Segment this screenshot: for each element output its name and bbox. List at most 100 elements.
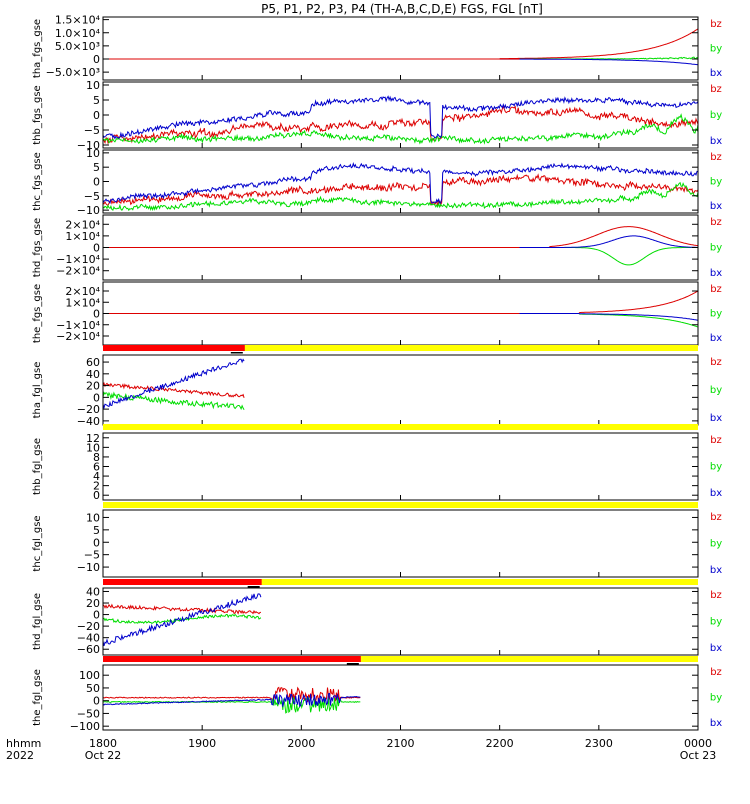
y-tick-label: 0 (93, 242, 100, 255)
y-tick-label: −40 (77, 632, 100, 645)
y-axis-label: the_fgl_gse (32, 669, 43, 726)
x-axis-title: hhmm (6, 737, 41, 750)
y-tick-label: 10 (86, 511, 100, 524)
series-line-bz (103, 28, 699, 60)
legend-bx: bx (710, 718, 722, 729)
series-line-bx (103, 235, 698, 248)
status-bar-yellow (103, 424, 698, 430)
y-tick-label: −10 (77, 561, 100, 574)
y-axis-label: thd_fgl_gse (32, 593, 43, 650)
legend-bx: bx (710, 413, 722, 424)
panel-thc_fgs_gse: 105 0−5−10 thc_fgs_gse bz by bx (32, 147, 722, 217)
legend-bz: bz (710, 217, 722, 228)
legend-by: by (710, 539, 722, 550)
y-tick-label: −5 (84, 549, 100, 562)
legend-bz: bz (710, 357, 722, 368)
y-tick-label: 8 (93, 451, 100, 464)
x-date-end: Oct 23 (680, 749, 717, 762)
y-axis-label: tha_fgl_gse (32, 362, 43, 419)
series-line-bx (102, 593, 262, 647)
series-line-by (103, 247, 698, 266)
legend-bz: bz (710, 590, 722, 601)
y-tick-label: −40 (77, 415, 100, 428)
x-tick-label: 2000 (287, 737, 315, 750)
y-axis-label: thb_fgl_gse (32, 438, 43, 495)
y-tick-label: 0 (93, 489, 100, 502)
legend-bx: bx (710, 68, 722, 79)
legend-bz: bz (710, 284, 722, 295)
legend-bz: bz (710, 435, 722, 446)
y-tick-label: 5 (93, 161, 100, 174)
legend-by: by (710, 462, 722, 473)
x-tick-label: 0000 (684, 737, 712, 750)
y-tick-label: 0 (93, 53, 100, 66)
series-line-bx (102, 358, 245, 410)
series-line-bx (103, 58, 699, 66)
y-tick-label: −10 (77, 204, 100, 217)
status-bar-yellow (103, 579, 698, 585)
legend-by: by (710, 309, 722, 320)
y-tick-label: 60 (86, 356, 100, 369)
y-tick-label: 0 (93, 109, 100, 122)
legend-bz: bz (710, 152, 722, 163)
y-tick-label: 10 (86, 147, 100, 160)
legend-bz: bz (710, 667, 722, 678)
legend-by: by (710, 693, 722, 704)
panel-frame (102, 587, 699, 656)
legend-bx: bx (710, 268, 722, 279)
y-axis-label: thc_fgs_gse (32, 152, 43, 211)
y-tick-label: 1×10⁴ (65, 296, 100, 309)
y-tick-label: −2×10⁴ (56, 330, 100, 343)
y-tick-label: 20 (86, 380, 100, 393)
y-tick-label: −1×10⁴ (56, 319, 100, 332)
y-tick-label: −50 (77, 707, 100, 720)
y-tick-label: 5 (93, 94, 100, 107)
panel-frame (102, 354, 699, 426)
panel-thb_fgs_gse: 10 5 0 −5 −10 thb_fgs_gse bz by bx (32, 79, 722, 152)
y-axis-label: the_fgs_gse (32, 284, 43, 343)
x-tick-label: 2200 (486, 737, 514, 750)
series-line-bz (103, 226, 699, 248)
series-line-bz (102, 173, 699, 208)
y-tick-label: 40 (86, 368, 100, 381)
legend-by: by (710, 385, 722, 396)
y-tick-label: 12 (86, 432, 100, 445)
x-tick-label: 1900 (188, 737, 216, 750)
legend-bx: bx (710, 643, 722, 654)
y-tick-label: 0 (93, 391, 100, 404)
y-tick-label: 0 (93, 609, 100, 622)
legend-bz: bz (710, 19, 722, 30)
series-line-bz (102, 105, 699, 145)
series-line-by (102, 391, 245, 411)
legend-bx: bx (710, 333, 722, 344)
y-tick-label: −5 (84, 124, 100, 137)
y-tick-label: 5.0×10³ (55, 40, 100, 53)
panel-frame (102, 432, 699, 501)
y-tick-label: −100 (70, 720, 100, 733)
y-tick-label: 1.0×10⁴ (55, 27, 101, 40)
status-bar-yellow (103, 502, 698, 508)
x-tick-label: 2300 (585, 737, 613, 750)
y-tick-label: −20 (77, 620, 100, 633)
x-date-start: Oct 22 (85, 749, 122, 762)
series-line-bz (103, 290, 699, 314)
y-axis-label: thc_fgl_gse (32, 515, 43, 571)
legend-by: by (710, 177, 722, 188)
y-tick-label: 2 (93, 480, 100, 493)
y-tick-label: 0 (93, 536, 100, 549)
status-bar-red (103, 656, 361, 662)
y-tick-label: −10 (77, 139, 100, 152)
y-tick-label: 2×10⁴ (65, 285, 100, 298)
y-tick-label: 6 (93, 461, 100, 474)
y-tick-label: 5 (93, 524, 100, 537)
y-tick-label: 20 (86, 597, 100, 610)
series-line-bx (102, 95, 699, 140)
legend-by: by (710, 243, 722, 254)
series-line-bz (102, 686, 361, 704)
series-line-by (102, 113, 699, 145)
